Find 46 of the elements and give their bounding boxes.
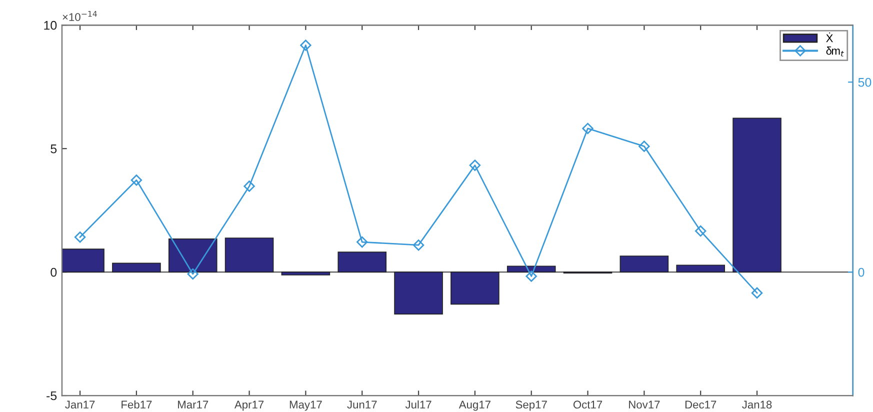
bar bbox=[506, 266, 556, 272]
y2-tick-label: 0 bbox=[858, 268, 864, 277]
point bbox=[638, 140, 650, 152]
x-tick-label: Sep17 bbox=[516, 400, 547, 411]
x-tick-label: Jul17 bbox=[405, 400, 432, 409]
bar bbox=[281, 272, 330, 276]
bar bbox=[394, 272, 443, 314]
bar bbox=[676, 264, 725, 272]
legend-label: Ẋ bbox=[826, 32, 833, 42]
y-tick-label: -5 bbox=[46, 391, 57, 400]
y-tick-label: 5 bbox=[50, 144, 57, 154]
x-tick-label: Oct17 bbox=[573, 400, 602, 409]
x-tick-label: Feb17 bbox=[122, 400, 152, 409]
bar bbox=[338, 252, 387, 272]
bar bbox=[620, 256, 669, 272]
x-tick-label: Mar17 bbox=[178, 400, 208, 409]
x-tick-label: Aug17 bbox=[458, 400, 490, 411]
x-tick-label: Jan18 bbox=[742, 400, 772, 409]
text: ×10$^{−14}$ bbox=[62, 10, 97, 22]
point bbox=[130, 174, 142, 186]
point bbox=[469, 160, 481, 171]
point bbox=[582, 122, 594, 134]
x-tick-label: Nov17 bbox=[629, 400, 660, 409]
x-tick-label: Dec17 bbox=[685, 400, 716, 409]
point bbox=[526, 270, 537, 282]
x-tick-label: May17 bbox=[290, 400, 322, 411]
legend-label: δm$_{t}$ bbox=[826, 46, 844, 56]
x-tick-label: Jan17 bbox=[65, 400, 95, 409]
bar bbox=[112, 262, 161, 272]
x-tick-label: Jun17 bbox=[347, 400, 377, 409]
bar bbox=[450, 272, 500, 305]
bar bbox=[732, 118, 782, 272]
y2-tick-label: 50 bbox=[858, 78, 872, 87]
bar bbox=[224, 238, 274, 272]
point bbox=[300, 40, 312, 51]
y-tick-label: 10 bbox=[44, 20, 57, 30]
point bbox=[356, 236, 368, 248]
point bbox=[694, 225, 706, 237]
x-tick-label: Apr17 bbox=[234, 400, 264, 411]
point bbox=[187, 268, 198, 280]
point bbox=[74, 232, 86, 243]
bar bbox=[168, 238, 218, 272]
point bbox=[244, 180, 255, 192]
point bbox=[412, 239, 424, 251]
point bbox=[751, 287, 763, 299]
y-tick-label: 0 bbox=[50, 268, 57, 277]
